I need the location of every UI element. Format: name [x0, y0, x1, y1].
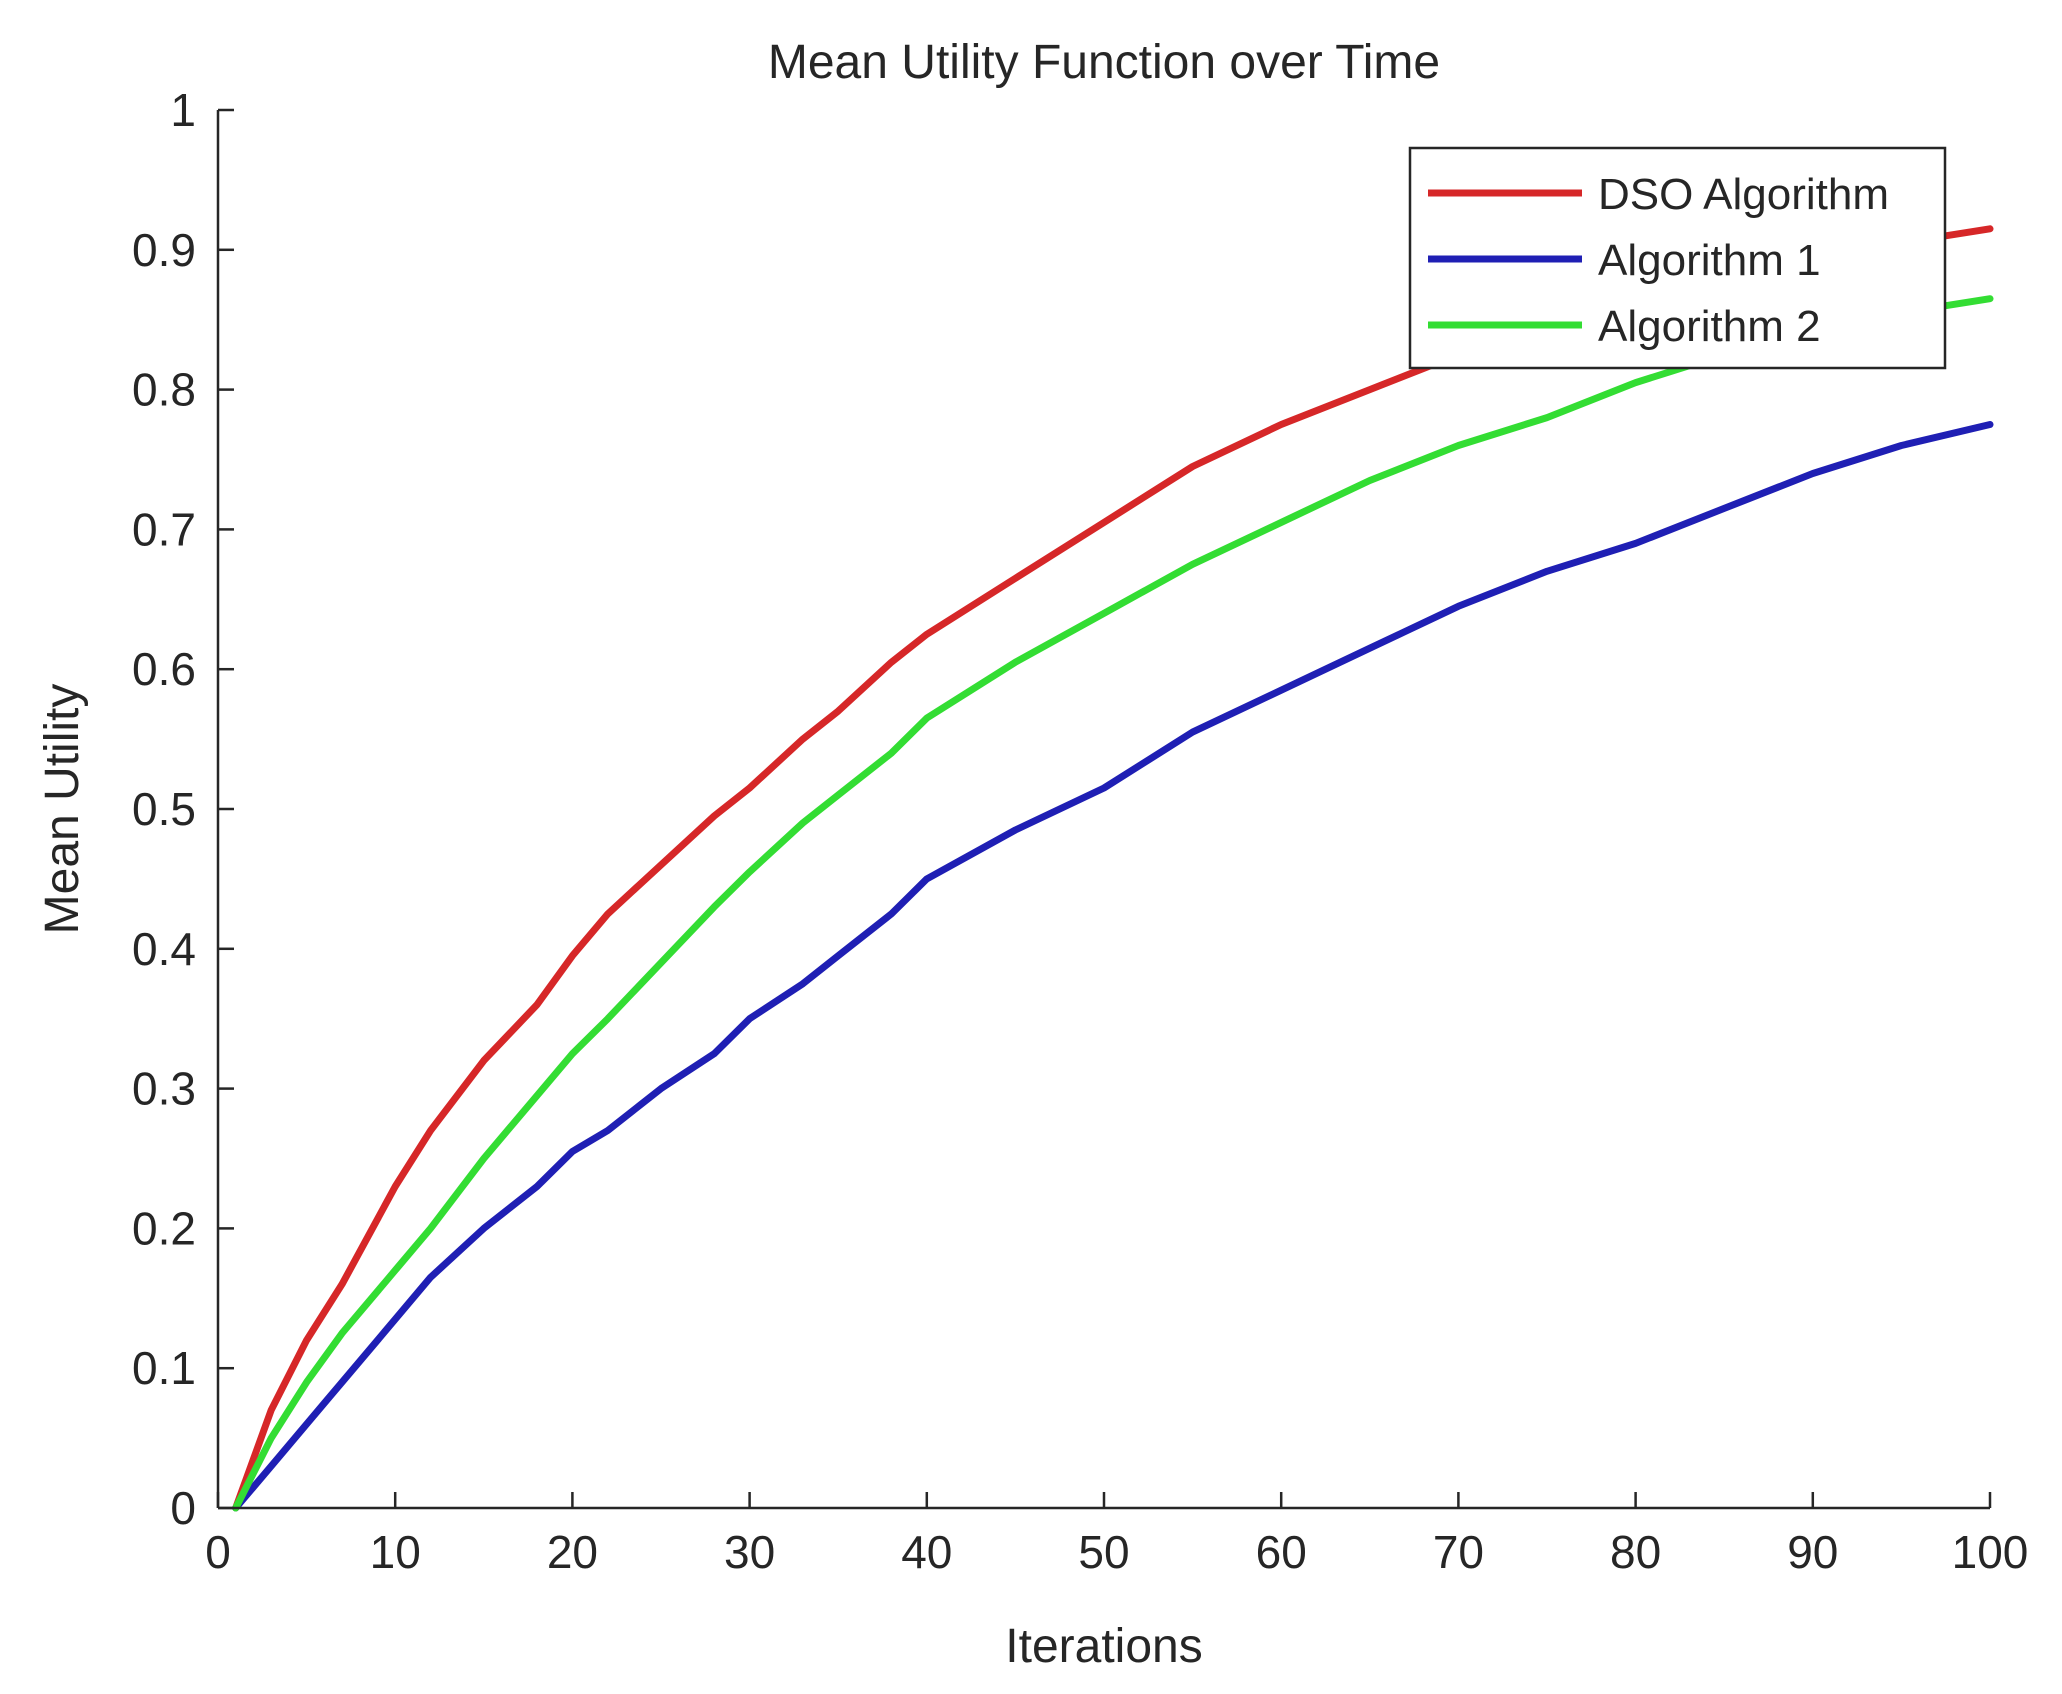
x-tick-label: 40	[901, 1526, 952, 1578]
x-tick-label: 20	[547, 1526, 598, 1578]
y-tick-label: 0.7	[132, 503, 196, 555]
legend-label-1: DSO Algorithm	[1598, 170, 1889, 219]
x-tick-label: 100	[1952, 1526, 2029, 1578]
x-tick-label: 50	[1078, 1526, 1129, 1578]
series-layer	[232, 225, 1994, 1512]
y-tick-label: 0.4	[132, 923, 196, 975]
y-axis-label: Mean Utility	[36, 684, 89, 935]
series-line-1	[232, 225, 1994, 1512]
y-tick-label: 0.8	[132, 364, 196, 416]
y-tick-label: 0.1	[132, 1342, 196, 1394]
y-tick-label: 0.2	[132, 1202, 196, 1254]
series-line-3	[232, 295, 1994, 1512]
legend-label-2: Algorithm 1	[1598, 236, 1821, 285]
legend-label-3: Algorithm 2	[1598, 302, 1821, 351]
x-tick-label: 70	[1433, 1526, 1484, 1578]
chart-title: Mean Utility Function over Time	[768, 36, 1440, 89]
x-tick-label: 30	[724, 1526, 775, 1578]
x-tick-label: 0	[205, 1526, 231, 1578]
y-tick-label: 0	[170, 1482, 196, 1534]
y-tick-label: 0.5	[132, 783, 196, 835]
x-axis-label: Iterations	[1005, 1620, 1202, 1673]
y-tick-label: 1	[170, 84, 196, 136]
ticks: 0 10 20 30 40 50 60 70 80 90 100 0 0.1 0.2 0.3 0.4 0.5 0.…	[132, 84, 2028, 1578]
y-tick-label: 0.9	[132, 224, 196, 276]
y-tick-label: 0.3	[132, 1063, 196, 1115]
series-line-2	[232, 421, 1994, 1512]
x-tick-label: 60	[1256, 1526, 1307, 1578]
x-tick-label: 10	[370, 1526, 421, 1578]
y-tick-label: 0.6	[132, 643, 196, 695]
x-tick-label: 80	[1610, 1526, 1661, 1578]
legend: DSO Algorithm Algorithm 1 Algorithm 2	[1408, 146, 1947, 370]
x-tick-label: 90	[1787, 1526, 1838, 1578]
